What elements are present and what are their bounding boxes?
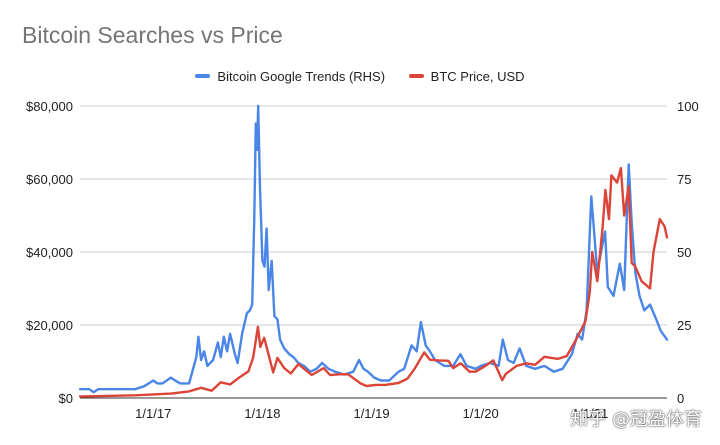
- y-left-tick-label-4: $80,000: [26, 99, 73, 114]
- series-line-google-trends: [78, 104, 669, 394]
- y-right-tick-label-2: 50: [677, 245, 691, 260]
- y-right-tick-label-3: 75: [677, 172, 691, 187]
- y-left-tick-label-0: $0: [59, 391, 73, 406]
- chart-title: Bitcoin Searches vs Price: [22, 22, 283, 48]
- x-tick-label-0: 1/1/17: [135, 406, 171, 421]
- series-line-btc-price: [78, 166, 669, 398]
- legend-item-price: BTC Price, USD: [408, 68, 525, 84]
- y-right-tick-label-1: 25: [677, 318, 691, 333]
- x-tick-label-3: 1/1/20: [463, 406, 499, 421]
- legend-swatch-price: [408, 74, 424, 78]
- legend-item-trends: Bitcoin Google Trends (RHS): [195, 69, 385, 84]
- chart-legend: Bitcoin Google Trends (RHS) BTC Price, U…: [0, 66, 720, 84]
- x-tick-label-2: 1/1/19: [353, 406, 389, 421]
- y-left-tick-label-3: $60,000: [26, 172, 73, 187]
- y-left-tick-label-1: $20,000: [26, 318, 73, 333]
- y-right-tick-label-4: 100: [677, 99, 699, 114]
- x-tick-label-1: 1/1/18: [244, 406, 280, 421]
- legend-swatch-trends: [195, 74, 211, 78]
- y-left-tick-label-2: $40,000: [26, 245, 73, 260]
- x-tick-label-4: 1/1/21: [572, 406, 608, 421]
- watermark: 知乎 @冠盈体育: [570, 409, 702, 430]
- legend-label-trends: Bitcoin Google Trends (RHS): [217, 68, 386, 84]
- y-right-tick-label-0: 0: [677, 391, 684, 406]
- legend-label-price: BTC Price, USD: [430, 68, 525, 84]
